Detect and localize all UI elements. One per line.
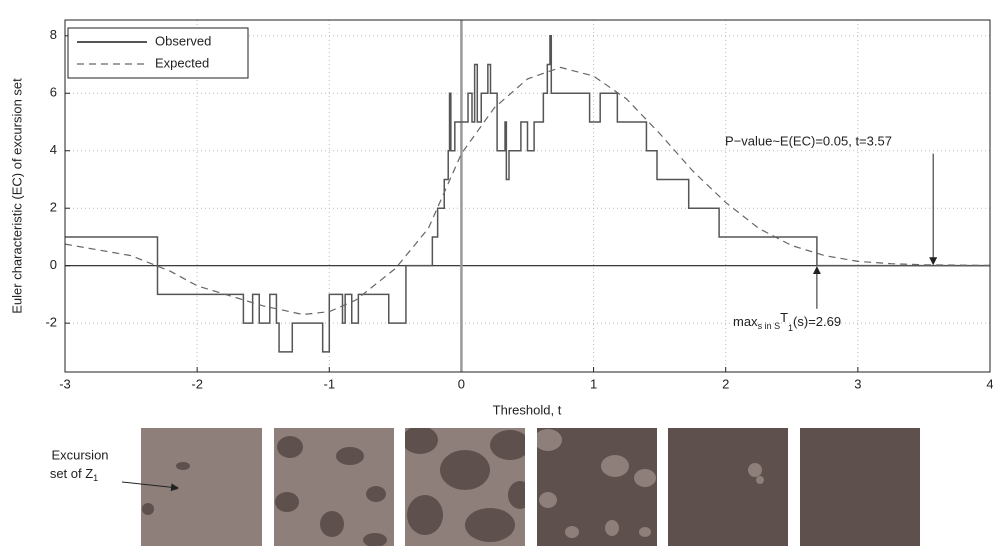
x-tick-label: 3 <box>854 376 861 391</box>
annotation: maxs in ST1(s)=2.69 <box>733 311 841 334</box>
y-axis-label: Euler characteristic (EC) of excursion s… <box>9 78 24 314</box>
annotation: P−value~E(EC)=0.05, t=3.57 <box>725 134 892 149</box>
series-line <box>64 66 991 316</box>
annotation-part: s in S <box>758 322 781 332</box>
x-tick-label: 2 <box>722 376 729 391</box>
series-line <box>65 35 990 353</box>
panel-arrow <box>121 481 179 492</box>
x-tick-label: -2 <box>191 376 203 391</box>
x-axis-label: Threshold, t <box>493 402 562 417</box>
legend-label: Observed <box>155 33 211 48</box>
x-tick-label: 4 <box>986 376 993 391</box>
y-tick-label: -2 <box>45 315 57 330</box>
x-tick-label: 0 <box>458 376 465 391</box>
plot-frame <box>64 19 991 373</box>
y-tick-label: 4 <box>50 142 57 157</box>
panel-label: set of Z1 <box>50 466 98 483</box>
annotation-part: max <box>733 315 758 330</box>
annotation-part: (s)=2.69 <box>793 315 841 330</box>
annotation-part: T <box>780 311 788 326</box>
y-tick-label: 0 <box>50 257 57 272</box>
y-tick-label: 2 <box>50 200 57 215</box>
x-tick-label: -3 <box>59 376 71 391</box>
legend-box <box>67 27 249 79</box>
excursion-panels <box>141 428 920 546</box>
legend-label: Expected <box>155 55 209 70</box>
x-tick-label: 1 <box>590 376 597 391</box>
plot-area: -3 -2 -1 0 1 2 3 4 -2 0 2 4 6 8 Observed Expected P−valu… <box>45 19 993 391</box>
panel-label: Excursion <box>51 447 108 462</box>
y-tick-label: 6 <box>50 85 57 100</box>
x-tick-label: -1 <box>324 376 336 391</box>
y-tick-label: 8 <box>50 27 57 42</box>
legend: Observed Expected <box>67 27 249 79</box>
annotation-part: 1 <box>788 324 793 334</box>
